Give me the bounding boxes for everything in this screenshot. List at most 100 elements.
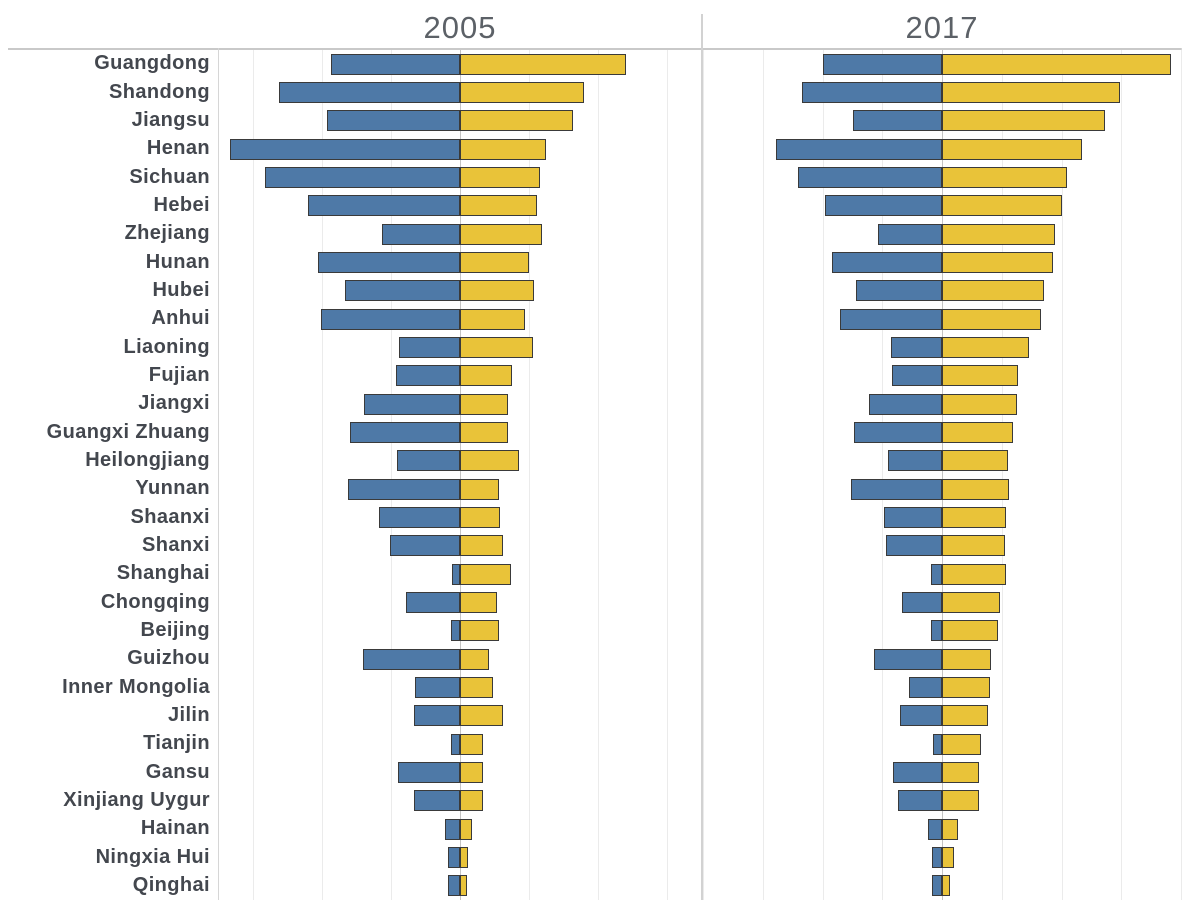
bar-yellow_right-2017-guangxi-zhuang[interactable] — [942, 422, 1013, 443]
bar-blue_left-2017-anhui[interactable] — [839, 308, 942, 330]
bar-blue_left-2017-hainan[interactable] — [927, 818, 942, 840]
bar-yellow_right-2017-hainan[interactable] — [942, 818, 958, 840]
bar-yellow_right-2005-xinjiang-uygur[interactable] — [460, 790, 484, 812]
bar-yellow_right-2017-hebei[interactable] — [942, 195, 1063, 217]
bar-blue_left-2017-guangxi-zhuang[interactable] — [854, 422, 942, 443]
bar-yellow_right-2017-fujian[interactable] — [942, 365, 1018, 387]
bar-yellow_right-2017-liaoning[interactable] — [942, 337, 1029, 358]
bar-yellow_right-2017-jiangxi[interactable] — [942, 393, 1017, 415]
bar-blue_left-2005-guangdong[interactable] — [331, 53, 460, 75]
bar-yellow_right-2005-anhui[interactable] — [460, 308, 525, 330]
bar-yellow_right-2005-inner-mongolia[interactable] — [460, 677, 493, 698]
bar-blue_left-2005-shanxi[interactable] — [390, 535, 460, 557]
bar-yellow_right-2005-jiangxi[interactable] — [460, 393, 509, 415]
bar-blue_left-2017-shandong[interactable] — [802, 82, 942, 103]
bar-yellow_right-2005-henan[interactable] — [460, 138, 547, 160]
bar-yellow_right-2017-yunnan[interactable] — [942, 478, 1009, 500]
bar-blue_left-2005-henan[interactable] — [230, 138, 460, 160]
bar-yellow_right-2005-gansu[interactable] — [460, 762, 484, 783]
bar-yellow_right-2017-shanxi[interactable] — [942, 535, 1005, 557]
bar-blue_left-2005-ningxia-hui[interactable] — [447, 847, 460, 868]
bar-blue_left-2017-hubei[interactable] — [856, 280, 942, 302]
bar-blue_left-2017-jiangsu[interactable] — [853, 110, 942, 132]
bar-yellow_right-2005-hainan[interactable] — [460, 818, 473, 840]
bar-blue_left-2005-liaoning[interactable] — [399, 337, 460, 358]
bar-blue_left-2005-zhejiang[interactable] — [381, 223, 460, 245]
bar-blue_left-2017-hunan[interactable] — [832, 252, 942, 273]
bar-blue_left-2005-heilongjiang[interactable] — [397, 450, 460, 472]
bar-yellow_right-2017-hunan[interactable] — [942, 252, 1053, 273]
bar-yellow_right-2005-chongqing[interactable] — [460, 592, 497, 613]
bar-blue_left-2017-liaoning[interactable] — [891, 337, 942, 358]
bar-blue_left-2005-guangxi-zhuang[interactable] — [350, 422, 460, 443]
bar-yellow_right-2017-guangdong[interactable] — [942, 53, 1172, 75]
bar-blue_left-2005-hunan[interactable] — [317, 252, 460, 273]
bar-yellow_right-2017-zhejiang[interactable] — [942, 223, 1055, 245]
bar-yellow_right-2017-qinghai[interactable] — [942, 875, 951, 897]
bar-yellow_right-2005-ningxia-hui[interactable] — [460, 847, 468, 868]
bar-yellow_right-2005-beijing[interactable] — [460, 620, 500, 642]
bar-blue_left-2017-yunnan[interactable] — [851, 478, 942, 500]
bar-yellow_right-2005-shaanxi[interactable] — [460, 507, 501, 528]
bar-blue_left-2005-jiangsu[interactable] — [326, 110, 460, 132]
bar-blue_left-2017-shaanxi[interactable] — [884, 507, 942, 528]
bar-blue_left-2017-xinjiang-uygur[interactable] — [898, 790, 942, 812]
bar-yellow_right-2017-shanghai[interactable] — [942, 563, 1006, 585]
bar-yellow_right-2017-henan[interactable] — [942, 138, 1083, 160]
bar-blue_left-2017-chongqing[interactable] — [902, 592, 942, 613]
bar-blue_left-2005-yunnan[interactable] — [347, 478, 460, 500]
bar-blue_left-2005-xinjiang-uygur[interactable] — [414, 790, 460, 812]
bar-yellow_right-2005-shandong[interactable] — [460, 82, 585, 103]
bar-blue_left-2017-henan[interactable] — [775, 138, 942, 160]
bar-yellow_right-2005-shanxi[interactable] — [460, 535, 503, 557]
bar-blue_left-2017-guangdong[interactable] — [823, 53, 942, 75]
bar-blue_left-2005-shanghai[interactable] — [452, 563, 460, 585]
bar-blue_left-2017-sichuan[interactable] — [797, 167, 942, 188]
bar-yellow_right-2017-shandong[interactable] — [942, 82, 1121, 103]
bar-blue_left-2017-hebei[interactable] — [824, 195, 942, 217]
bar-blue_left-2005-qinghai[interactable] — [447, 875, 460, 897]
bar-blue_left-2005-tianjin[interactable] — [451, 733, 460, 755]
bar-yellow_right-2017-anhui[interactable] — [942, 308, 1041, 330]
bar-blue_left-2017-inner-mongolia[interactable] — [909, 677, 942, 698]
bar-yellow_right-2017-hubei[interactable] — [942, 280, 1045, 302]
bar-yellow_right-2005-hunan[interactable] — [460, 252, 530, 273]
bar-yellow_right-2005-fujian[interactable] — [460, 365, 512, 387]
bar-yellow_right-2017-ningxia-hui[interactable] — [942, 847, 954, 868]
bar-blue_left-2005-beijing[interactable] — [451, 620, 460, 642]
bar-yellow_right-2005-tianjin[interactable] — [460, 733, 484, 755]
bar-yellow_right-2005-yunnan[interactable] — [460, 478, 500, 500]
bar-blue_left-2005-shaanxi[interactable] — [379, 507, 460, 528]
bar-blue_left-2017-shanxi[interactable] — [886, 535, 942, 557]
bar-yellow_right-2017-shaanxi[interactable] — [942, 507, 1006, 528]
bar-blue_left-2017-guizhou[interactable] — [874, 648, 942, 670]
bar-blue_left-2005-shandong[interactable] — [278, 82, 460, 103]
bar-yellow_right-2017-beijing[interactable] — [942, 620, 998, 642]
bar-yellow_right-2017-jilin[interactable] — [942, 705, 988, 727]
bar-yellow_right-2017-jiangsu[interactable] — [942, 110, 1106, 132]
bar-yellow_right-2005-jiangsu[interactable] — [460, 110, 574, 132]
bar-yellow_right-2005-zhejiang[interactable] — [460, 223, 542, 245]
bar-yellow_right-2005-shanghai[interactable] — [460, 563, 512, 585]
bar-blue_left-2017-fujian[interactable] — [892, 365, 942, 387]
bar-yellow_right-2005-liaoning[interactable] — [460, 337, 533, 358]
bar-yellow_right-2017-sichuan[interactable] — [942, 167, 1067, 188]
bar-yellow_right-2017-tianjin[interactable] — [942, 733, 981, 755]
bar-blue_left-2005-guizhou[interactable] — [362, 648, 460, 670]
bar-blue_left-2017-shanghai[interactable] — [930, 563, 942, 585]
bar-yellow_right-2005-sichuan[interactable] — [460, 167, 540, 188]
bar-yellow_right-2005-guizhou[interactable] — [460, 648, 490, 670]
bar-blue_left-2005-hubei[interactable] — [344, 280, 460, 302]
bar-blue_left-2017-jiangxi[interactable] — [869, 393, 942, 415]
bar-yellow_right-2005-hebei[interactable] — [460, 195, 538, 217]
bar-blue_left-2005-chongqing[interactable] — [406, 592, 460, 613]
bar-yellow_right-2005-heilongjiang[interactable] — [460, 450, 520, 472]
bar-blue_left-2017-qinghai[interactable] — [932, 875, 942, 897]
bar-blue_left-2005-gansu[interactable] — [398, 762, 460, 783]
bar-blue_left-2017-zhejiang[interactable] — [878, 223, 942, 245]
bar-blue_left-2005-jiangxi[interactable] — [363, 393, 460, 415]
bar-blue_left-2005-hainan[interactable] — [445, 818, 460, 840]
bar-blue_left-2005-anhui[interactable] — [321, 308, 460, 330]
bar-yellow_right-2005-guangxi-zhuang[interactable] — [460, 422, 509, 443]
bar-blue_left-2017-ningxia-hui[interactable] — [932, 847, 942, 868]
